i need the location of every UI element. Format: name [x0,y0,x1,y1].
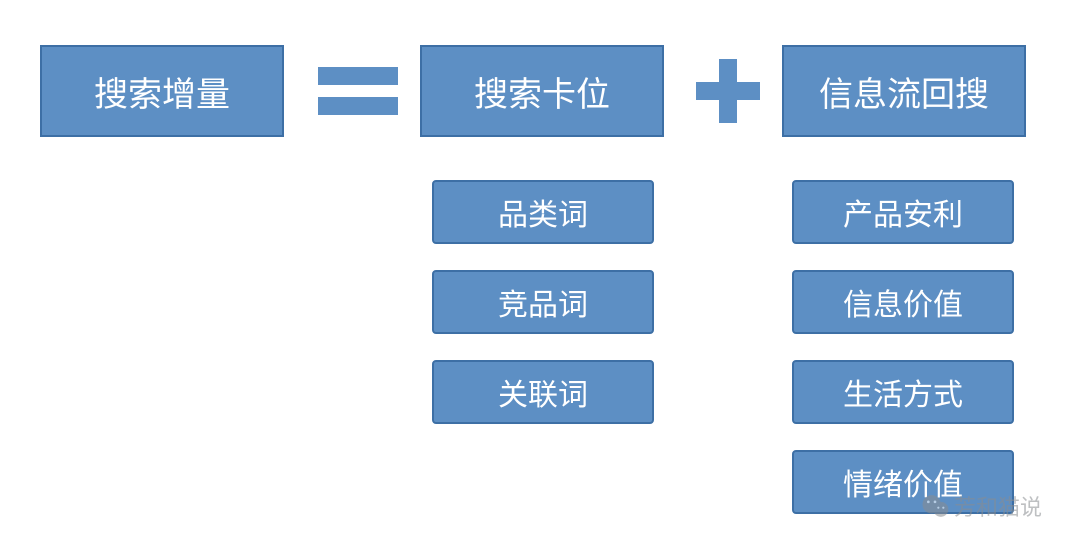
equals-icon [312,45,404,137]
right-item-label: 产品安利 [843,190,963,234]
equation-left-label: 搜索增量 [94,67,230,116]
mid-item-label: 品类词 [498,190,588,234]
right-item-3: 情绪价值 [792,450,1014,514]
right-item-label: 生活方式 [843,370,963,414]
right-item-label: 信息价值 [843,280,963,324]
equation-right-label: 信息流回搜 [819,67,989,116]
right-item-2: 生活方式 [792,360,1014,424]
mid-item-label: 关联词 [498,370,588,414]
right-item-1: 信息价值 [792,270,1014,334]
equation-left-box: 搜索增量 [40,45,284,137]
right-item-label: 情绪价值 [843,460,963,504]
equation-right-box: 信息流回搜 [782,45,1026,137]
equation-mid-box: 搜索卡位 [420,45,664,137]
right-item-0: 产品安利 [792,180,1014,244]
mid-item-2: 关联词 [432,360,654,424]
plus-icon [690,45,766,137]
mid-item-label: 竞品词 [498,280,588,324]
equation-mid-label: 搜索卡位 [474,67,610,116]
mid-item-0: 品类词 [432,180,654,244]
mid-item-1: 竞品词 [432,270,654,334]
